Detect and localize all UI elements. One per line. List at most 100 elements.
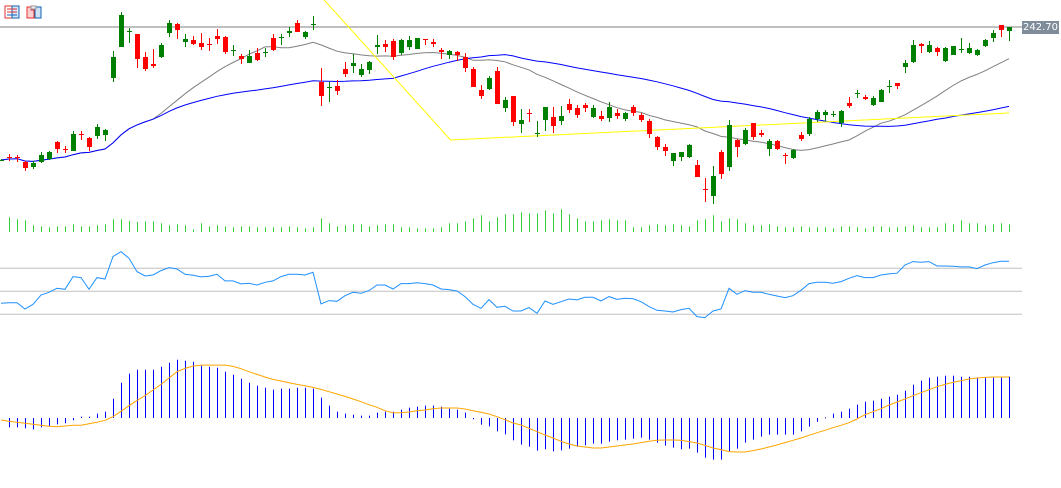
candle-body (863, 97, 868, 99)
candle-body (735, 140, 740, 147)
macd-histogram-bar (729, 418, 730, 452)
volume-bar (385, 224, 386, 232)
volume-bar (601, 220, 602, 232)
candle-body (415, 38, 420, 49)
candle-body (935, 48, 940, 52)
macd-histogram-bar (521, 418, 522, 445)
macd-histogram-bar (201, 365, 202, 418)
list-view-icon[interactable] (4, 4, 20, 19)
candle-body (463, 57, 468, 68)
volume-bar (657, 224, 658, 232)
macd-histogram-bar (585, 418, 586, 446)
candle-body (303, 32, 308, 37)
macd-histogram-bar (833, 413, 834, 418)
volume-bar (273, 227, 274, 232)
macd-histogram-bar (273, 389, 274, 418)
macd-histogram-bar (409, 407, 410, 418)
candle-body (895, 83, 900, 86)
candle-body (407, 40, 412, 47)
candle-body (375, 45, 380, 47)
volume-bar (729, 218, 730, 232)
volume-bar (305, 228, 306, 232)
volume-bar (321, 218, 322, 232)
macd-histogram-bar (953, 375, 954, 418)
volume-bar (521, 212, 522, 232)
volume-bar (73, 224, 74, 232)
candle-body (79, 134, 84, 135)
volume-bar (881, 226, 882, 232)
volume-bar (201, 223, 202, 232)
macd-histogram-bar (281, 388, 282, 418)
volume-bar (193, 229, 194, 232)
macd-histogram-bar (825, 417, 826, 419)
macd-histogram-bar (777, 418, 778, 435)
macd-histogram-bar (257, 385, 258, 418)
volume-bar (401, 227, 402, 232)
candle-body (543, 107, 548, 120)
macd-histogram-bar (73, 418, 74, 421)
macd-histogram-bar (57, 418, 58, 425)
macd-histogram-bar (145, 369, 146, 418)
candle-body (783, 155, 788, 156)
volume-bar (249, 226, 250, 232)
macd-histogram-bar (473, 418, 474, 420)
candle-body (207, 44, 212, 45)
template-icon[interactable] (26, 4, 42, 19)
volume-bar (81, 226, 82, 232)
macd-histogram-bar (577, 418, 578, 447)
candle-body (183, 39, 188, 42)
trendline (323, 0, 1010, 141)
volume-bar (225, 226, 226, 232)
macd-histogram-bar (289, 388, 290, 418)
candle-body (967, 48, 972, 53)
volume-bar (577, 218, 578, 232)
candle-body (919, 44, 924, 46)
macd-histogram-bar (425, 405, 426, 418)
candle-body (143, 57, 148, 69)
volume-bar (921, 227, 922, 232)
macd-histogram-bar (945, 375, 946, 418)
macd-histogram-bar (969, 376, 970, 418)
macd-histogram-bar (617, 418, 618, 441)
candle-body (135, 34, 140, 59)
candle-body (343, 69, 348, 74)
macd-histogram-bar (529, 418, 530, 447)
candle-body (71, 134, 76, 151)
candle-body (519, 120, 524, 124)
candle-body (39, 155, 44, 162)
volume-bar (49, 227, 50, 232)
candle-body (95, 127, 100, 136)
candle-body (551, 117, 556, 126)
macd-histogram-bar (641, 418, 642, 438)
macd-histogram-bar (401, 409, 402, 418)
current-price-label: 242.70 (1022, 21, 1059, 34)
candle-body (951, 46, 956, 55)
macd-histogram-bar (985, 377, 986, 418)
candle-body (351, 63, 356, 66)
macd-histogram-bar (137, 369, 138, 418)
candle-body (0, 160, 4, 161)
candle-body (823, 112, 828, 115)
volume-bar (465, 221, 466, 232)
volume-bar (161, 223, 162, 232)
volume-bar (721, 221, 722, 232)
volume-bar (857, 227, 858, 232)
macd-histogram-bar (129, 373, 130, 418)
candle-body (791, 150, 796, 158)
candle-body (239, 56, 244, 59)
candle-body (839, 111, 844, 123)
volume-bar (113, 219, 114, 232)
macd-histogram-bar (185, 360, 186, 418)
candle-body (559, 116, 564, 121)
macd-histogram-bar (505, 418, 506, 435)
macd-histogram-bar (905, 390, 906, 418)
volume-bar (105, 224, 106, 232)
macd-histogram-bar (249, 382, 250, 418)
rsi-line (0, 250, 1009, 319)
volume-bar (905, 226, 906, 232)
macd-histogram-bar (681, 418, 682, 450)
candle-body (31, 163, 36, 167)
candle-body (887, 86, 892, 87)
macd-histogram-bar (369, 415, 370, 418)
